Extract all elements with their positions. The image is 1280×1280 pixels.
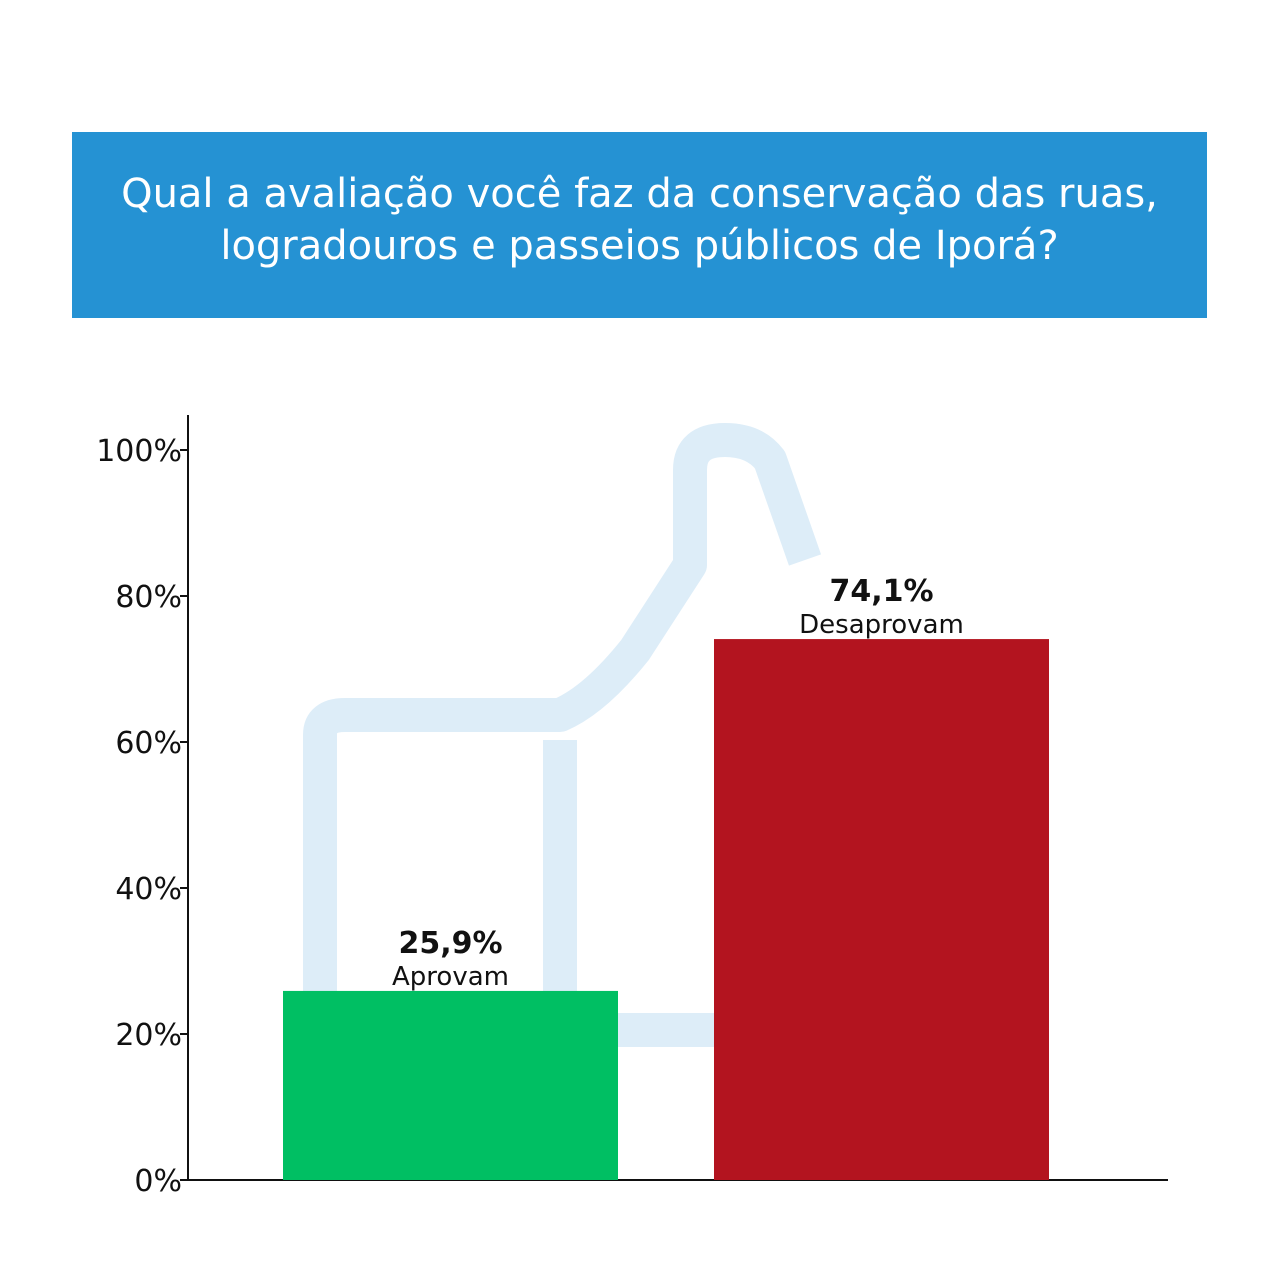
bar-aprovam	[283, 990, 618, 1180]
y-tick-label: 80%	[115, 580, 182, 615]
y-tick-label: 60%	[115, 726, 182, 761]
bar-desaprovam	[714, 639, 1049, 1180]
y-tick-label: 20%	[115, 1018, 182, 1053]
plus-icon	[365, 828, 488, 951]
y-tick-label: 40%	[115, 872, 182, 907]
chart-title: Qual a avaliação você faz da conservação…	[121, 171, 1158, 269]
bar-value-label: 25,9%	[398, 926, 502, 961]
bar-category-label: Aprovam	[392, 962, 509, 992]
y-tick-label: 0%	[134, 1164, 182, 1199]
chart-title-banner: Qual a avaliação você faz da conservação…	[72, 132, 1207, 318]
bar-value-label: 74,1%	[829, 574, 933, 609]
y-tick-label: 100%	[96, 434, 182, 469]
bar-category-label: Desaprovam	[799, 610, 964, 640]
